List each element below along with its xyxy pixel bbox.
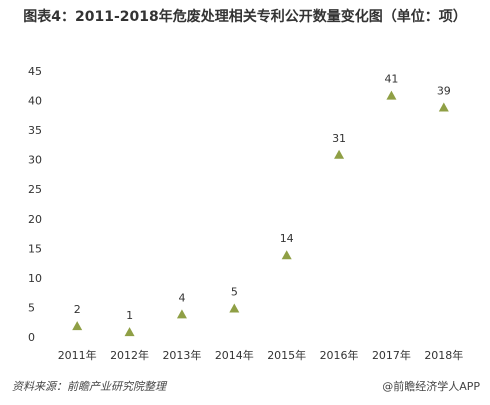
x-tick-label: 2016年 (320, 348, 359, 362)
y-tick-label: 10 (28, 272, 42, 285)
x-tick-label: 2012年 (110, 348, 149, 362)
data-label: 4 (178, 291, 185, 304)
data-label: 41 (384, 73, 398, 86)
data-label: 5 (231, 285, 238, 298)
data-label: 2 (74, 303, 81, 316)
data-label: 39 (437, 84, 451, 97)
y-tick-label: 5 (28, 301, 35, 314)
data-label: 14 (280, 232, 294, 245)
y-tick-label: 40 (28, 95, 42, 108)
y-tick-label: 0 (28, 331, 35, 344)
marker (281, 250, 292, 260)
data-label: 1 (126, 309, 133, 322)
source-note: 资料来源：前瞻产业研究院整理 (12, 380, 168, 393)
chart-title: 图表4：2011-2018年危废处理相关专利公开数量变化图（单位：项） (23, 9, 467, 25)
marker (176, 309, 187, 319)
x-tick-label: 2018年 (424, 348, 463, 362)
y-tick-label: 45 (28, 65, 42, 78)
y-tick-label: 15 (28, 242, 42, 255)
y-tick-label: 20 (28, 213, 42, 226)
marker (229, 303, 240, 313)
x-tick-label: 2017年 (372, 348, 411, 362)
x-tick-label: 2011年 (58, 348, 97, 362)
marker (124, 327, 135, 337)
credit: @前瞻经济学人APP (382, 379, 480, 393)
x-tick-label: 2015年 (267, 348, 306, 362)
marker (438, 102, 449, 112)
marker (72, 321, 83, 331)
data-label: 31 (332, 132, 346, 145)
y-tick-label: 35 (28, 124, 42, 137)
y-tick-label: 25 (28, 183, 42, 196)
x-tick-label: 2014年 (215, 348, 254, 362)
marker (386, 90, 397, 100)
y-tick-label: 30 (28, 154, 42, 167)
x-tick-label: 2013年 (162, 348, 201, 362)
marker (334, 149, 345, 159)
